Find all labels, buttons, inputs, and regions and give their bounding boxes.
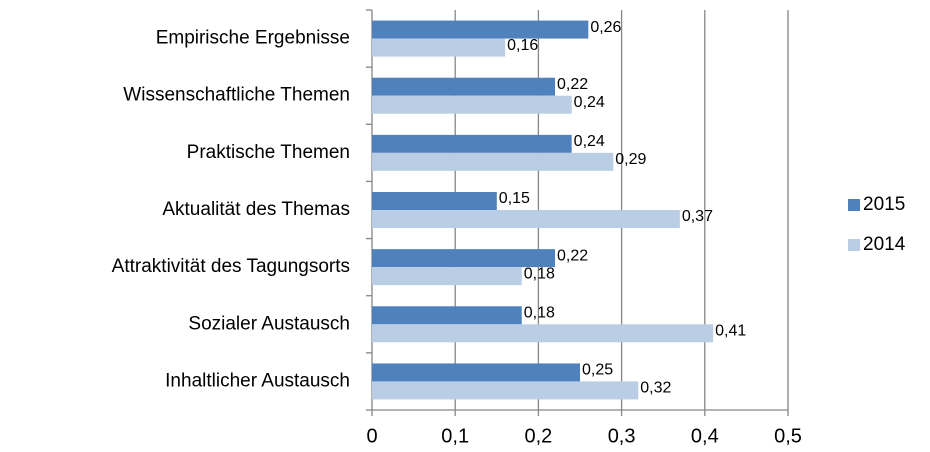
data-label: 0,15 <box>499 190 530 207</box>
bar <box>372 324 714 343</box>
data-label: 0,24 <box>574 133 605 150</box>
bar <box>372 134 572 153</box>
bar <box>372 77 556 96</box>
legend-label: 2014 <box>863 234 906 255</box>
y-tick-label: Wissenschaftliche Themen <box>123 85 350 106</box>
x-tick-label: 0,2 <box>524 425 552 447</box>
data-label: 0,26 <box>590 19 621 36</box>
legend-swatch <box>848 199 860 211</box>
y-tick-label: Attraktivität des Tagungsorts <box>112 256 350 277</box>
x-tick-label: 0,1 <box>441 425 469 447</box>
bar <box>372 95 572 114</box>
bar <box>372 192 497 210</box>
data-label: 0,29 <box>615 151 646 168</box>
y-tick-label: Inhaltlicher Austausch <box>165 370 350 391</box>
bar <box>372 381 639 400</box>
x-tick-label: 0 <box>366 425 377 447</box>
data-label: 0,18 <box>524 305 555 322</box>
data-label: 0,37 <box>682 208 713 225</box>
y-tick-label: Empirische Ergebnisse <box>156 28 350 49</box>
x-tick-label: 0,4 <box>691 425 719 447</box>
y-tick-label: Praktische Themen <box>187 142 350 163</box>
data-label: 0,25 <box>582 362 613 379</box>
data-label: 0,22 <box>557 247 588 264</box>
legend-label: 2015 <box>863 194 905 215</box>
bar <box>372 20 589 39</box>
bar <box>372 363 580 382</box>
bar <box>372 249 556 268</box>
bar <box>372 267 522 286</box>
bar <box>372 306 522 325</box>
bar <box>372 210 680 228</box>
bar <box>372 152 614 171</box>
y-tick-label: Aktualität des Themas <box>162 199 350 220</box>
data-label: 0,41 <box>715 323 746 340</box>
data-label: 0,18 <box>524 265 555 282</box>
data-label: 0,32 <box>640 380 671 397</box>
data-label: 0,24 <box>574 94 605 111</box>
data-label: 0,16 <box>507 37 538 54</box>
x-tick-label: 0,5 <box>774 425 802 447</box>
legend-swatch <box>848 239 860 251</box>
data-label: 0,22 <box>557 76 588 93</box>
y-tick-label: Sozialer Austausch <box>188 313 350 334</box>
bar <box>372 38 506 57</box>
x-tick-label: 0,3 <box>608 425 636 447</box>
